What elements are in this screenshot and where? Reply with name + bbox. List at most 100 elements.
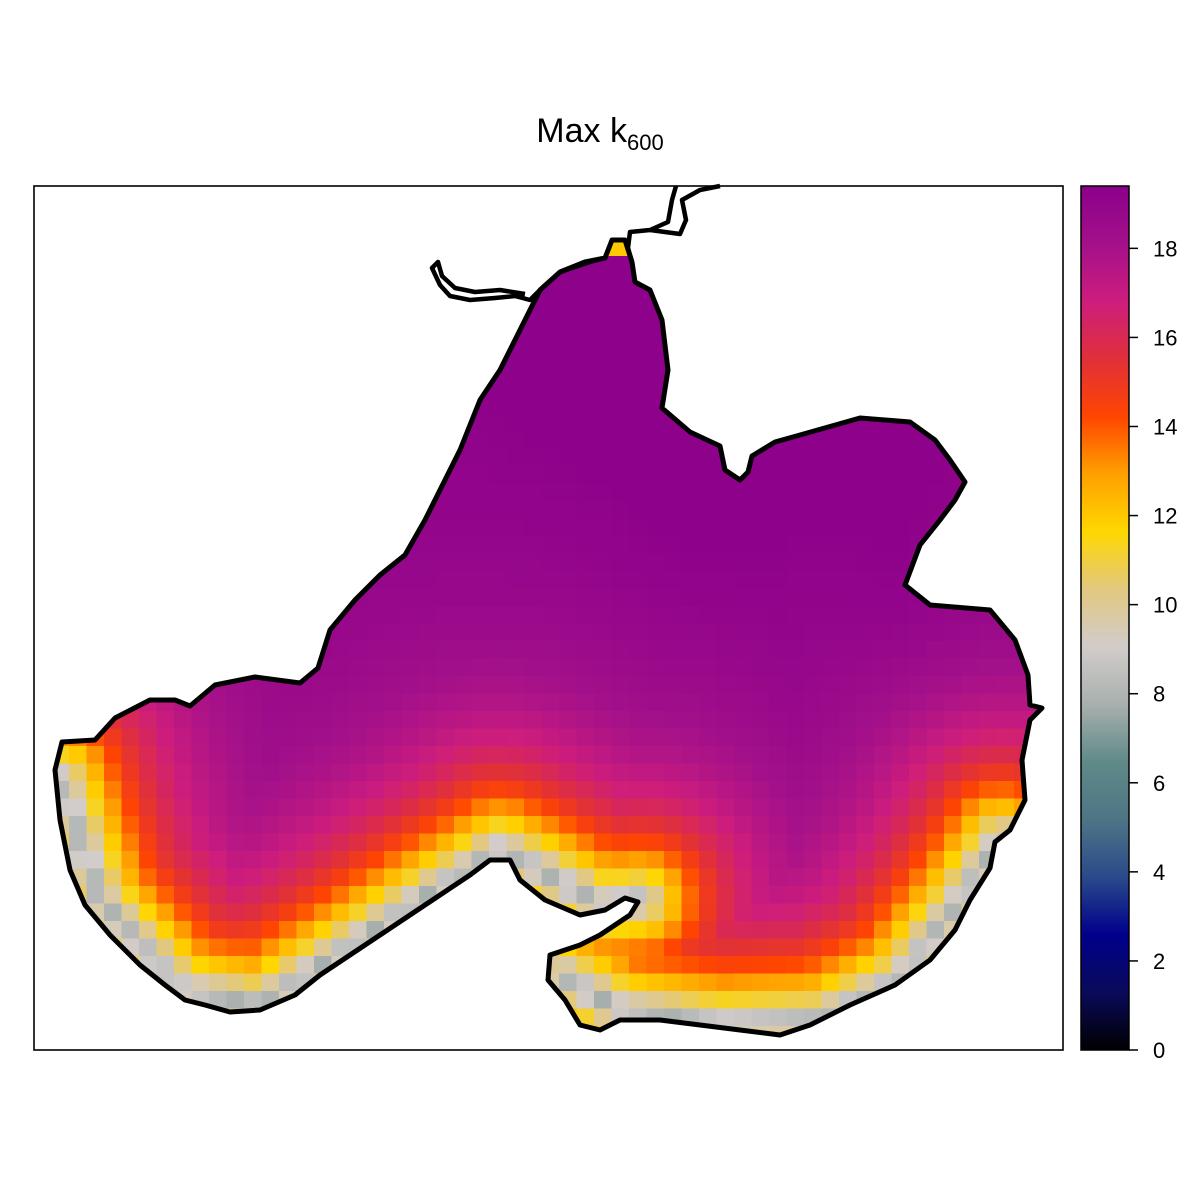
raster-cell <box>489 833 508 852</box>
raster-cell <box>541 868 560 887</box>
raster-cell <box>996 483 1015 502</box>
raster-cell <box>681 921 700 940</box>
raster-cell <box>664 291 683 310</box>
raster-cell <box>804 518 823 537</box>
raster-cell <box>664 693 683 712</box>
raster-cell <box>506 833 525 852</box>
inlet-channel <box>429 183 721 303</box>
raster-cell <box>261 693 280 712</box>
raster-cell <box>559 921 578 940</box>
raster-cell <box>349 606 368 625</box>
raster-cell <box>34 204 52 222</box>
raster-cell <box>699 938 718 957</box>
raster-cell <box>454 326 473 345</box>
raster-cell <box>751 308 770 327</box>
raster-cell <box>769 256 788 275</box>
raster-cell <box>384 518 403 537</box>
raster-cell <box>769 483 788 502</box>
raster-cell <box>874 921 893 940</box>
raster-cell <box>979 623 998 642</box>
raster-cell <box>314 204 332 222</box>
raster-cell <box>436 693 455 712</box>
raster-cell <box>86 676 105 695</box>
raster-cell <box>664 903 683 922</box>
raster-cell <box>34 869 52 887</box>
raster-cell <box>524 256 543 275</box>
raster-cell <box>576 448 595 467</box>
raster-cell <box>349 571 368 590</box>
raster-cell <box>296 448 315 467</box>
raster-cell <box>839 956 858 975</box>
raster-cell <box>594 798 613 817</box>
raster-cell <box>804 886 823 905</box>
raster-cell <box>856 676 875 695</box>
raster-cell <box>104 448 123 467</box>
raster-cell <box>69 763 88 782</box>
raster-cell <box>769 921 788 940</box>
raster-cell <box>716 781 735 800</box>
raster-cell <box>139 1008 158 1027</box>
raster-cell <box>1014 466 1033 485</box>
raster-cell <box>891 361 910 380</box>
raster-cell <box>839 536 858 555</box>
raster-cell <box>821 606 840 625</box>
raster-cell <box>349 378 368 397</box>
raster-cell <box>349 886 368 905</box>
raster-cell <box>244 240 263 257</box>
raster-cell <box>699 221 717 239</box>
raster-cell <box>821 868 840 887</box>
raster-cell <box>716 816 735 835</box>
raster-cell <box>804 536 823 555</box>
raster-cell <box>55 571 70 590</box>
raster-cell <box>612 1044 630 1062</box>
raster-cell <box>104 273 123 292</box>
raster-cell <box>174 396 193 415</box>
raster-cell <box>961 518 980 537</box>
raster-cell <box>909 921 928 940</box>
raster-cell <box>664 728 683 747</box>
raster-cell <box>401 956 420 975</box>
raster-cell <box>769 886 788 905</box>
raster-cell <box>34 886 52 904</box>
raster-cell <box>681 343 700 362</box>
raster-cell <box>1049 624 1067 642</box>
raster-cell <box>314 728 333 747</box>
raster-cell <box>366 658 385 677</box>
raster-cell <box>769 361 788 380</box>
raster-cell <box>541 343 560 362</box>
raster-cell <box>979 378 998 397</box>
raster-cell <box>419 693 438 712</box>
raster-cell <box>209 711 228 730</box>
raster-cell <box>769 273 788 292</box>
raster-cell <box>1014 606 1033 625</box>
raster-cell <box>384 588 403 607</box>
raster-cell <box>419 553 438 572</box>
raster-cell <box>962 204 980 222</box>
raster-cell <box>139 431 158 450</box>
raster-cell <box>349 763 368 782</box>
raster-cell <box>541 326 560 345</box>
raster-cell <box>944 413 963 432</box>
raster-cell <box>664 448 683 467</box>
raster-cell <box>209 291 228 310</box>
raster-cell <box>156 938 175 957</box>
raster-cell <box>961 921 980 940</box>
raster-cell <box>55 956 70 975</box>
raster-cell <box>716 308 735 327</box>
raster-cell <box>401 413 420 432</box>
raster-cell <box>786 991 805 1010</box>
raster-cell <box>961 781 980 800</box>
raster-cell <box>979 641 998 660</box>
raster-cell <box>1049 781 1067 799</box>
raster-cell <box>104 536 123 555</box>
raster-cell <box>821 833 840 852</box>
raster-cell <box>1049 554 1067 572</box>
raster-cell <box>174 431 193 450</box>
raster-cell <box>699 396 718 415</box>
raster-cell <box>594 833 613 852</box>
raster-cell <box>55 641 70 660</box>
raster-cell <box>559 483 578 502</box>
raster-cell <box>139 711 158 730</box>
raster-cell <box>944 553 963 572</box>
raster-cell <box>174 571 193 590</box>
